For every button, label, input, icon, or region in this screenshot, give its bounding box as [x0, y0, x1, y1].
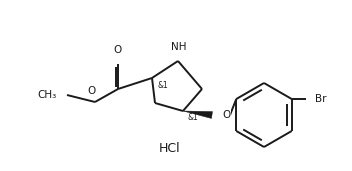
- Text: O: O: [88, 86, 96, 96]
- Text: NH: NH: [171, 42, 187, 52]
- Text: Br: Br: [315, 94, 326, 104]
- Polygon shape: [183, 111, 213, 119]
- Text: &1: &1: [157, 82, 168, 90]
- Text: &1: &1: [188, 113, 199, 122]
- Text: CH₃: CH₃: [38, 90, 57, 100]
- Text: O: O: [222, 110, 230, 120]
- Text: O: O: [114, 45, 122, 55]
- Text: HCl: HCl: [159, 142, 181, 155]
